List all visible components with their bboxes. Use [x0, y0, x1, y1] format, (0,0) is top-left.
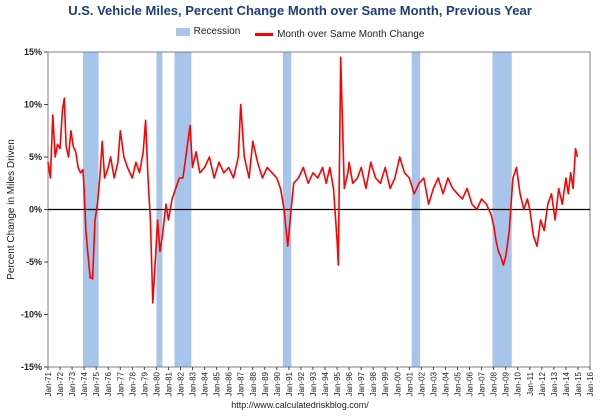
x-tick-label: Jan-12	[538, 371, 547, 396]
y-axis-label: Percent Change in Miles Driven	[6, 139, 17, 280]
x-tick-label: Jan-08	[490, 371, 499, 396]
y-tick-label: -10%	[21, 310, 42, 320]
x-tick-label: Jan-02	[417, 371, 426, 396]
x-tick-label: Jan-85	[213, 371, 222, 396]
x-tick-label: Jan-96	[345, 371, 354, 396]
legend-item-series: Month over Same Month Change	[255, 29, 424, 40]
x-tick-label: Jan-88	[249, 371, 258, 396]
x-tick-label: Jan-98	[369, 371, 378, 396]
x-tick-label: Jan-83	[189, 371, 198, 396]
legend-item-recession: Recession	[175, 26, 241, 37]
recession-swatch	[175, 27, 190, 36]
x-tick-label: Jan-73	[68, 371, 77, 396]
x-tick-label: Jan-72	[56, 371, 65, 396]
x-tick-label: Jan-76	[104, 371, 113, 396]
x-tick-label: Jan-15	[574, 371, 583, 396]
x-tick-label: Jan-86	[225, 371, 234, 396]
y-tick-label: 10%	[24, 100, 42, 110]
x-tick-label: Jan-01	[405, 371, 414, 396]
x-tick-label: Jan-82	[176, 371, 185, 396]
y-tick-label: 15%	[24, 47, 42, 57]
x-tick-label: Jan-78	[128, 371, 137, 396]
x-tick-label: Jan-84	[201, 371, 210, 396]
x-tick-label: Jan-81	[164, 371, 173, 396]
x-tick-label: Jan-75	[92, 371, 101, 396]
legend: Recession Month over Same Month Change	[0, 26, 600, 40]
x-tick-label: Jan-93	[309, 371, 318, 396]
x-tick-label: Jan-71	[44, 371, 53, 396]
x-tick-label: Jan-14	[562, 371, 571, 396]
x-tick-label: Jan-89	[261, 371, 270, 396]
y-tick-label: -15%	[21, 362, 42, 372]
x-tick-label: Jan-06	[466, 371, 475, 396]
x-tick-label: Jan-94	[321, 371, 330, 396]
x-tick-label: Jan-16	[586, 371, 595, 396]
x-tick-label: Jan-05	[454, 371, 463, 396]
x-tick-label: Jan-07	[478, 371, 487, 396]
series-swatch	[255, 32, 274, 36]
source-url: http://www.calculatedriskblog.com/	[231, 400, 369, 410]
x-tick-label: Jan-11	[526, 371, 535, 395]
x-tick-label: Jan-95	[333, 371, 342, 396]
x-tick-label: Jan-74	[80, 371, 89, 396]
x-tick-label: Jan-79	[140, 371, 149, 396]
x-tick-label: Jan-80	[152, 371, 161, 396]
legend-label-recession: Recession	[193, 26, 241, 37]
x-tick-label: Jan-03	[429, 371, 438, 396]
x-tick-label: Jan-09	[502, 371, 511, 396]
x-tick-label: Jan-90	[273, 371, 282, 396]
x-tick-label: Jan-04	[441, 371, 450, 396]
x-tick-label: Jan-10	[514, 371, 523, 396]
chart-title: U.S. Vehicle Miles, Percent Change Month…	[68, 3, 532, 18]
x-tick-label: Jan-97	[357, 371, 366, 396]
x-tick-label: Jan-00	[393, 371, 402, 396]
series-line	[47, 56, 579, 304]
x-tick-label: Jan-92	[297, 371, 306, 396]
x-tick-label: Jan-87	[237, 371, 246, 396]
x-tick-label: Jan-99	[381, 371, 390, 396]
x-tick-label: Jan-91	[285, 371, 294, 396]
y-tick-label: 0%	[29, 205, 42, 215]
x-tick-label: Jan-13	[550, 371, 559, 396]
legend-label-series: Month over Same Month Change	[277, 28, 425, 40]
y-tick-label: -5%	[26, 257, 42, 267]
x-tick-label: Jan-77	[116, 371, 125, 396]
y-tick-label: 5%	[29, 152, 42, 162]
